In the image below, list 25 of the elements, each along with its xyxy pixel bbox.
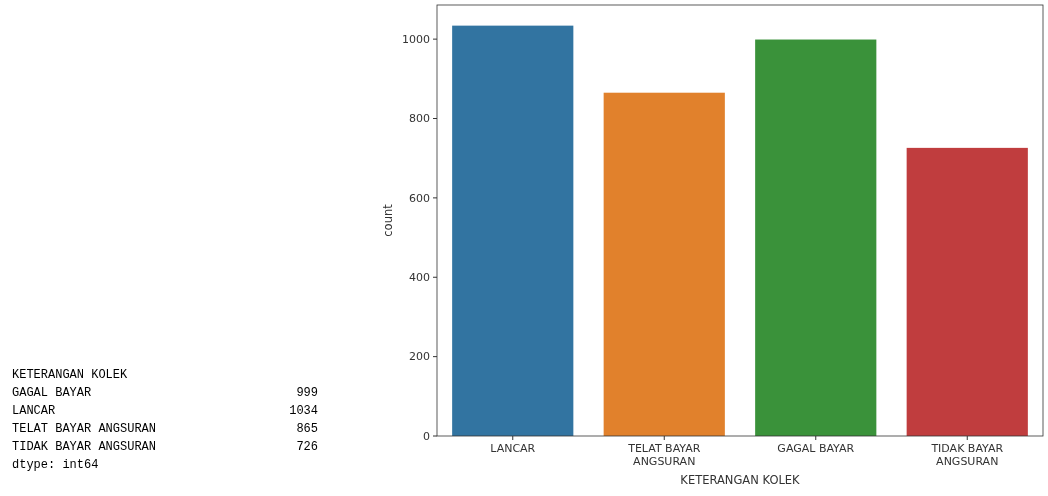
text: dtype: int64 <box>12 458 99 472</box>
bar <box>906 147 1028 436</box>
data-label: 1034 <box>289 404 318 418</box>
y-tick-label: 200 <box>409 350 430 364</box>
x-tick-label: LANCAR <box>490 442 536 455</box>
bar <box>755 39 877 436</box>
data-label: 999 <box>296 386 318 400</box>
data-label: 726 <box>296 440 318 454</box>
category-label: TELAT BAYAR ANGSURAN <box>12 422 157 436</box>
data-label: 865 <box>296 422 318 436</box>
y-tick-label: 400 <box>409 271 430 285</box>
category-label: GAGAL BAYAR <box>12 386 92 400</box>
y-tick-label: 1000 <box>402 32 430 46</box>
x-tick-label: TELAT BAYAR ANGSURAN <box>627 442 701 468</box>
y-tick-label: 0 <box>423 429 430 443</box>
text: KETERANGAN KOLEK <box>12 368 129 382</box>
bar <box>603 92 725 436</box>
x-tick-label: TIDAK BAYAR ANGSURAN <box>930 442 1004 468</box>
y-axis-title: count <box>381 203 395 237</box>
x-axis-title: KETERANGAN KOLEK <box>680 473 801 487</box>
category-label: LANCAR <box>12 404 56 418</box>
x-tick-label: GAGAL BAYAR <box>777 442 855 455</box>
y-tick-label: 800 <box>409 112 430 126</box>
bar <box>452 25 574 436</box>
y-tick-label: 600 <box>409 191 430 205</box>
